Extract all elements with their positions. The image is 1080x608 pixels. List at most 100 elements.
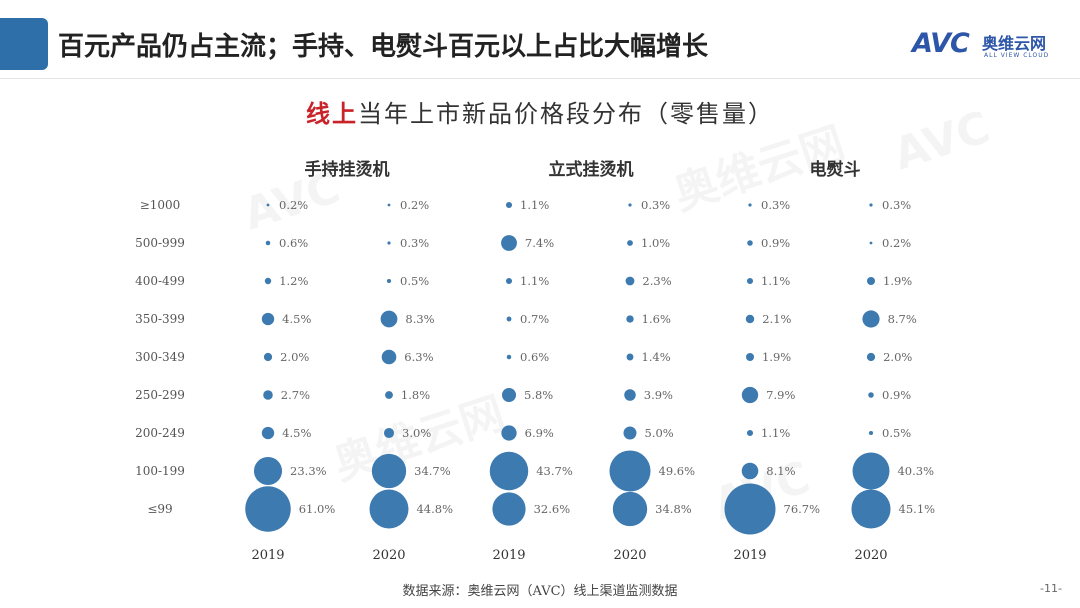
- bubble-value-label: 0.3%: [641, 198, 670, 212]
- bubble: [628, 203, 632, 207]
- bubble-value-label: 0.2%: [882, 236, 911, 250]
- price-band-label: 100-199: [135, 464, 185, 478]
- bubble: [868, 430, 874, 436]
- logo-mark: AVC: [912, 28, 970, 59]
- bubble: [387, 203, 391, 207]
- header-divider: [0, 78, 1080, 79]
- bubble: [264, 277, 272, 285]
- bubble: [851, 489, 891, 529]
- page-title: 百元产品仍占主流；手持、电熨斗百元以上占比大幅增长: [58, 32, 709, 62]
- bubble-value-label: 0.3%: [761, 198, 790, 212]
- bubble-value-label: 1.1%: [761, 274, 790, 288]
- bubble: [492, 492, 526, 526]
- bubble-value-label: 23.3%: [290, 464, 327, 478]
- bubble: [741, 386, 759, 404]
- bubble: [745, 314, 755, 324]
- bubble-value-label: 7.4%: [525, 236, 554, 250]
- chart-title: 线上当年上市新品价格段分布（零售量）: [0, 94, 1080, 129]
- group-header: 电熨斗: [810, 159, 861, 180]
- bubble: [261, 426, 275, 440]
- bubble-value-label: 2.0%: [883, 350, 912, 364]
- bubble-value-label: 8.7%: [888, 312, 917, 326]
- bubble-value-label: 32.6%: [534, 502, 571, 516]
- bubble: [386, 278, 392, 284]
- bubble-value-label: 0.2%: [279, 198, 308, 212]
- bubble: [489, 451, 529, 491]
- bubble: [612, 491, 648, 527]
- bubble-value-label: 0.3%: [400, 236, 429, 250]
- bubble: [745, 352, 755, 362]
- bubble-value-label: 40.3%: [897, 464, 934, 478]
- bubble: [748, 203, 752, 207]
- bubble: [741, 462, 759, 480]
- bubble-value-label: 1.2%: [279, 274, 308, 288]
- bubble: [746, 429, 754, 437]
- bubble: [866, 276, 876, 286]
- bubble: [381, 349, 397, 365]
- bubble-value-label: 61.0%: [299, 502, 336, 516]
- year-label: 2019: [492, 548, 525, 563]
- bubble: [263, 352, 273, 362]
- bubble-value-label: 1.1%: [520, 198, 549, 212]
- bubble: [627, 240, 633, 246]
- logo-cn-text: 奥维云网: [982, 34, 1047, 53]
- bubble-value-label: 1.6%: [642, 312, 671, 326]
- bubble-value-label: 2.0%: [280, 350, 309, 364]
- bubble-value-label: 7.9%: [766, 388, 795, 402]
- bubble-value-label: 5.8%: [524, 388, 553, 402]
- bubble-value-label: 49.6%: [659, 464, 696, 478]
- page-number: -11-: [1040, 582, 1062, 595]
- group-header: 手持挂烫机: [305, 159, 390, 180]
- bubble-value-label: 8.1%: [766, 464, 795, 478]
- price-band-label: 400-499: [135, 274, 185, 288]
- price-band-label: ≤99: [147, 502, 172, 516]
- bubble-value-label: 0.5%: [882, 426, 911, 440]
- chart-title-highlight: 线上: [306, 99, 358, 128]
- price-band-label: ≥1000: [140, 198, 181, 212]
- bubble-value-label: 1.9%: [883, 274, 912, 288]
- bubble-value-label: 3.9%: [644, 388, 673, 402]
- bubble-value-label: 1.1%: [761, 426, 790, 440]
- bubble: [501, 387, 517, 403]
- bubble-value-label: 1.8%: [401, 388, 430, 402]
- logo-en-text: ALL VIEW CLOUD: [984, 52, 1050, 59]
- chart-title-rest: 当年上市新品价格段分布（零售量）: [358, 100, 774, 128]
- price-band-label: 500-999: [135, 236, 185, 250]
- bubble: [505, 277, 513, 285]
- bubble-value-label: 8.3%: [405, 312, 434, 326]
- bubble: [371, 453, 407, 489]
- bubble-value-label: 34.8%: [655, 502, 692, 516]
- bubble: [263, 390, 273, 400]
- bubble-value-label: 2.7%: [281, 388, 310, 402]
- bubble-value-label: 0.6%: [279, 236, 308, 250]
- bubble: [501, 425, 517, 441]
- watermark-text: AVC: [888, 102, 996, 181]
- bubble-value-label: 43.7%: [536, 464, 573, 478]
- bubble-value-label: 0.3%: [882, 198, 911, 212]
- bubble: [862, 310, 880, 328]
- year-label: 2019: [251, 548, 284, 563]
- bubble-value-label: 34.7%: [414, 464, 451, 478]
- bubble-value-label: 2.3%: [642, 274, 671, 288]
- bubble: [266, 203, 270, 207]
- year-label: 2019: [733, 548, 766, 563]
- bubble: [868, 392, 874, 398]
- bubble: [387, 241, 391, 245]
- price-band-label: 350-399: [135, 312, 185, 326]
- bubble-value-label: 76.7%: [784, 502, 821, 516]
- bubble-value-label: 44.8%: [416, 502, 453, 516]
- bubble-value-label: 0.2%: [400, 198, 429, 212]
- bubble: [253, 456, 283, 486]
- year-label: 2020: [372, 548, 405, 563]
- bubble-value-label: 4.5%: [282, 426, 311, 440]
- bubble: [501, 235, 517, 251]
- bubble: [747, 240, 753, 246]
- bubble-value-label: 1.4%: [641, 350, 670, 364]
- bubble-value-label: 1.1%: [520, 274, 549, 288]
- bubble-value-label: 4.5%: [282, 312, 311, 326]
- bubble: [746, 277, 754, 285]
- bubble-value-label: 45.1%: [899, 502, 936, 516]
- bubble: [869, 241, 873, 245]
- bubble: [625, 276, 635, 286]
